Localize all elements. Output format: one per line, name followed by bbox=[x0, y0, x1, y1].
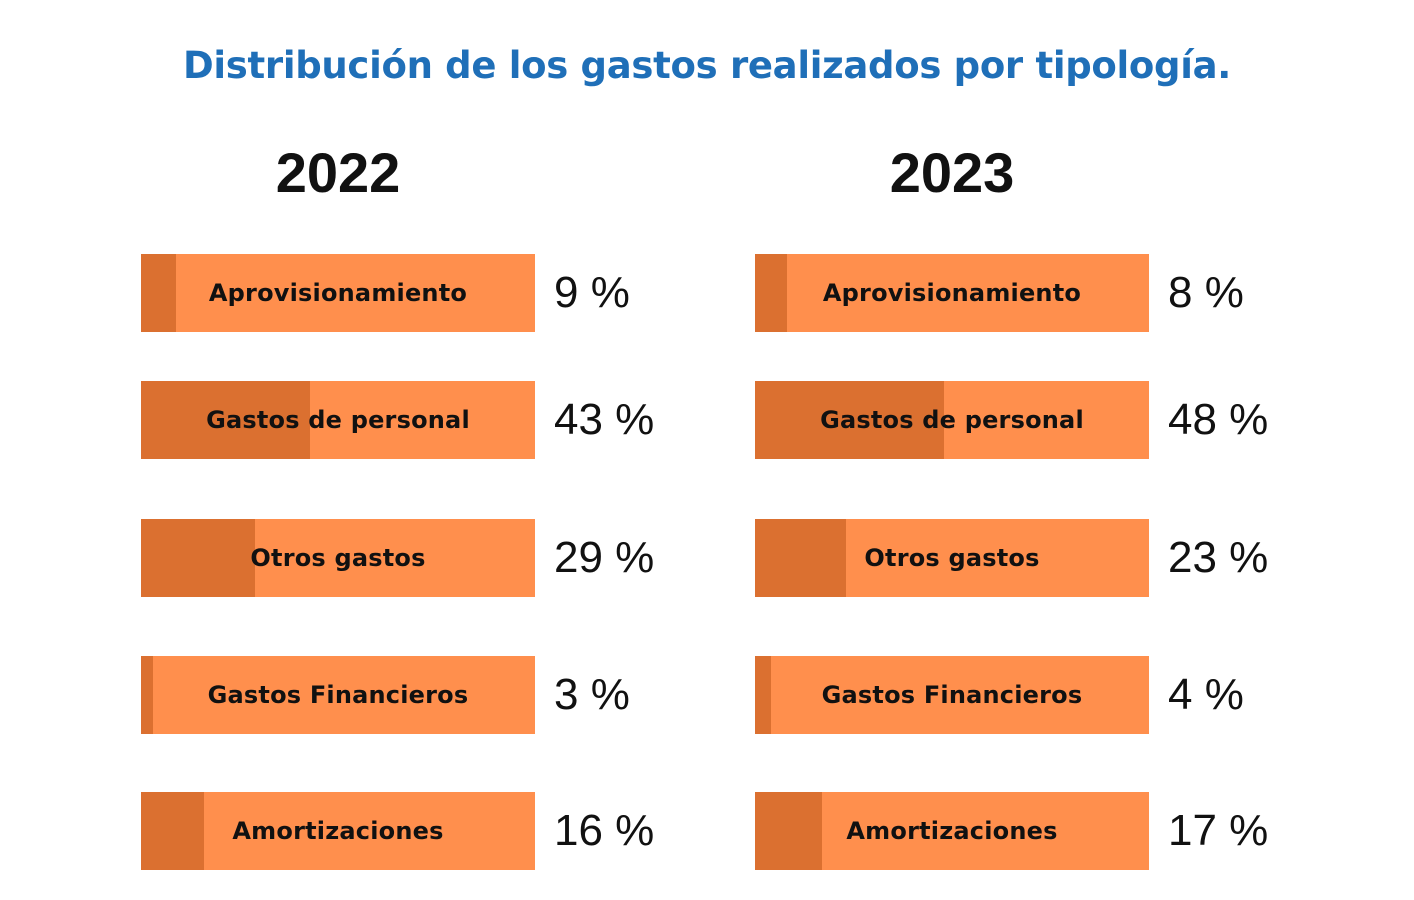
bar-row: Gastos Financieros 4 % bbox=[755, 656, 1355, 734]
panel-year-title: 2022 bbox=[275, 141, 401, 204]
bar-fill bbox=[141, 254, 176, 332]
bar-category-label: Gastos de personal bbox=[820, 406, 1084, 434]
bar-category-label: Amortizaciones bbox=[846, 817, 1058, 845]
bar-fill bbox=[141, 792, 204, 870]
bar-value-label: 23 % bbox=[1168, 533, 1269, 582]
bar-row: Otros gastos 23 % bbox=[755, 519, 1355, 597]
chart-panel-2023: 2023 Aprovisionamiento 8 % Gastos de perso… bbox=[755, 0, 1355, 900]
bar-category-label: Gastos Financieros bbox=[207, 681, 469, 709]
bar-fill bbox=[141, 381, 310, 459]
bar-row: Amortizaciones 16 % bbox=[141, 792, 741, 870]
bar-track: Otros gastos bbox=[755, 519, 1149, 597]
bar-row: Gastos de personal 43 % bbox=[141, 381, 741, 459]
bar-fill bbox=[755, 519, 846, 597]
bar-category-label: Gastos Financieros bbox=[821, 681, 1083, 709]
bar-value-label: 8 % bbox=[1168, 268, 1244, 317]
bar-category-label: Aprovisionamiento bbox=[208, 279, 468, 307]
bar-row: Amortizaciones 17 % bbox=[755, 792, 1355, 870]
bar-fill bbox=[755, 254, 787, 332]
bar-track: Aprovisionamiento bbox=[755, 254, 1149, 332]
bar-value-label: 16 % bbox=[554, 806, 655, 855]
bar-track: Amortizaciones bbox=[141, 792, 535, 870]
bar-category-label: Otros gastos bbox=[864, 544, 1040, 572]
bar-row: Otros gastos 29 % bbox=[141, 519, 741, 597]
bar-track: Amortizaciones bbox=[755, 792, 1149, 870]
bar-track: Otros gastos bbox=[141, 519, 535, 597]
bar-fill bbox=[755, 656, 771, 734]
bar-track: Gastos Financieros bbox=[141, 656, 535, 734]
bar-value-label: 29 % bbox=[554, 533, 655, 582]
bar-category-label: Aprovisionamiento bbox=[822, 279, 1082, 307]
bar-row: Gastos Financieros 3 % bbox=[141, 656, 741, 734]
bar-row: Gastos de personal 48 % bbox=[755, 381, 1355, 459]
bar-fill bbox=[755, 792, 822, 870]
bar-value-label: 3 % bbox=[554, 670, 630, 719]
bar-value-label: 9 % bbox=[554, 268, 630, 317]
chart-title: Distribución de los gastos realizados po… bbox=[182, 44, 1232, 87]
bar-track: Aprovisionamiento bbox=[141, 254, 535, 332]
bar-value-label: 17 % bbox=[1168, 806, 1269, 855]
bar-row: Aprovisionamiento 9 % bbox=[141, 254, 741, 332]
bar-value-label: 4 % bbox=[1168, 670, 1244, 719]
bar-category-label: Amortizaciones bbox=[232, 817, 444, 845]
bar-category-label: Gastos de personal bbox=[206, 406, 470, 434]
bar-fill bbox=[141, 656, 153, 734]
bar-fill bbox=[141, 519, 255, 597]
bar-track: Gastos de personal bbox=[755, 381, 1149, 459]
bar-fill bbox=[755, 381, 944, 459]
chart-panel-2022: 2022 Aprovisionamiento 9 % Gastos de perso… bbox=[141, 0, 741, 900]
bar-category-label: Otros gastos bbox=[250, 544, 426, 572]
bar-value-label: 48 % bbox=[1168, 395, 1269, 444]
panel-year-title: 2023 bbox=[889, 141, 1015, 204]
bar-track: Gastos Financieros bbox=[755, 656, 1149, 734]
bar-track: Gastos de personal bbox=[141, 381, 535, 459]
bar-value-label: 43 % bbox=[554, 395, 655, 444]
bar-row: Aprovisionamiento 8 % bbox=[755, 254, 1355, 332]
